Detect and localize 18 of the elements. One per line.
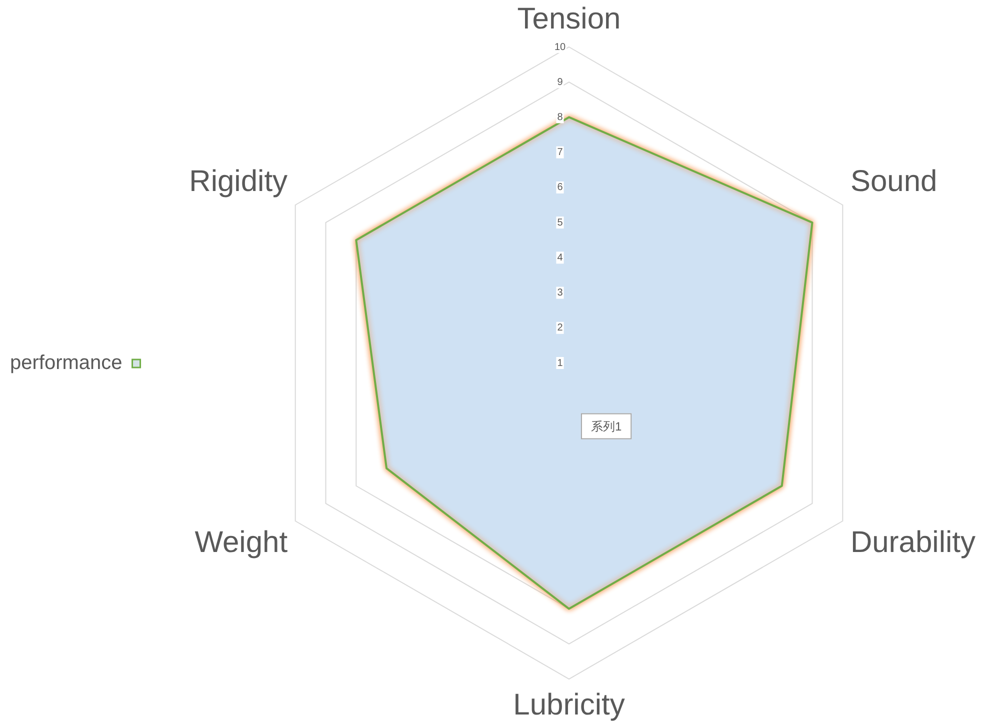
y-tick-label: 2 xyxy=(557,322,564,334)
y-tick-label: 6 xyxy=(557,182,564,194)
y-tick-label: 7 xyxy=(557,147,564,158)
y-tick-label: 9 xyxy=(557,76,564,88)
spoke-label: Durability xyxy=(850,526,976,559)
y-tick-label: 4 xyxy=(557,252,564,264)
y-tick-label: 3 xyxy=(557,288,564,299)
y-tick-label: 10 xyxy=(554,42,566,53)
text: 系列1 xyxy=(590,420,622,434)
y-tick-label: 5 xyxy=(557,217,564,228)
y-tick-label: 1 xyxy=(557,358,564,369)
y-tick-label: 8 xyxy=(557,112,564,123)
legend-label: performance xyxy=(10,352,122,374)
spoke-label: Weight xyxy=(194,526,288,559)
spoke-label: Rigidity xyxy=(189,164,288,198)
spoke-label: Tension xyxy=(517,2,621,36)
spoke-label: Sound xyxy=(850,164,938,198)
spoke-label: Lubricity xyxy=(513,688,625,722)
